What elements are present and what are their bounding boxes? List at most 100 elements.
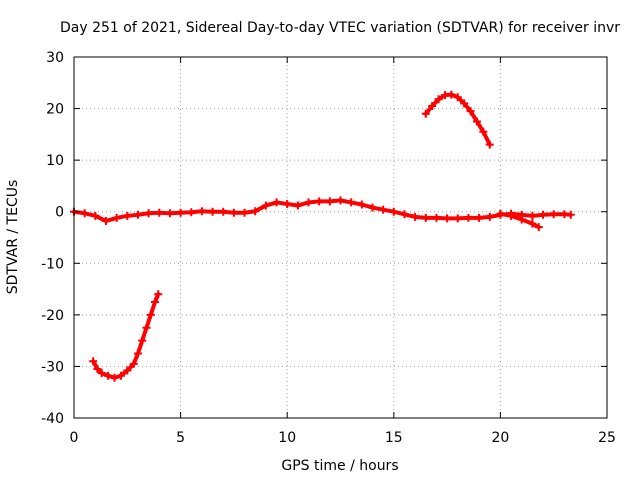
data-point: [347, 198, 356, 207]
data-point: [475, 213, 484, 222]
data-point: [443, 214, 452, 223]
series-line: [423, 92, 492, 147]
y-tick-label: 20: [46, 102, 64, 118]
data-point: [428, 101, 437, 110]
axis-ticks: 0 5 10 15 20 25 -40 -30 -20 -10 0 10 20 30: [41, 50, 616, 446]
data-point: [123, 211, 132, 220]
data-point: [447, 90, 456, 99]
data-point: [507, 211, 516, 220]
data-point: [293, 201, 302, 210]
data-point: [155, 208, 164, 217]
series-early-arc: [89, 290, 163, 382]
data-point: [101, 216, 110, 225]
data-point: [566, 210, 575, 219]
data-point: [208, 207, 217, 216]
y-tick-label: -10: [41, 256, 64, 272]
x-tick-label: 20: [491, 430, 509, 446]
data-point: [93, 365, 102, 374]
data-point: [411, 212, 420, 221]
data-point: [240, 208, 249, 217]
data-point: [116, 371, 125, 380]
data-point: [472, 117, 481, 126]
data-point: [146, 310, 155, 319]
data-point: [251, 207, 260, 216]
data-series: [70, 90, 575, 382]
series-late-arc: [421, 90, 494, 149]
data-point: [176, 208, 185, 217]
y-tick-label: -40: [41, 411, 64, 427]
y-tick-label: 30: [46, 50, 64, 66]
data-point: [187, 208, 196, 217]
data-point: [97, 369, 106, 378]
data-point: [389, 207, 398, 216]
y-tick-label: 0: [55, 205, 64, 221]
data-point: [460, 99, 469, 108]
data-point: [110, 373, 119, 382]
data-point: [336, 196, 345, 205]
data-point: [123, 366, 132, 375]
data-point: [379, 205, 388, 214]
x-tick-label: 10: [278, 430, 296, 446]
data-point: [549, 210, 558, 219]
data-point: [539, 210, 548, 219]
data-point: [133, 210, 142, 219]
y-tick-label: -20: [41, 308, 64, 324]
data-point: [272, 198, 281, 207]
data-point: [368, 203, 377, 212]
data-point: [91, 211, 100, 220]
data-point: [453, 214, 462, 223]
data-point: [283, 199, 292, 208]
data-point: [464, 213, 473, 222]
data-point: [219, 207, 228, 216]
series-main-band: [70, 196, 575, 225]
data-point: [315, 197, 324, 206]
data-point: [528, 211, 537, 220]
y-tick-label: -30: [41, 359, 64, 375]
data-point: [357, 200, 366, 209]
plot-frame: [73, 56, 608, 419]
x-axis-label: GPS time / hours: [281, 458, 398, 474]
y-tick-label: 10: [46, 153, 64, 169]
data-point: [112, 213, 121, 222]
x-tick-label: 25: [598, 430, 616, 446]
data-point: [129, 359, 138, 368]
data-point: [453, 93, 462, 102]
grid-lines: [74, 57, 607, 418]
y-axis-label: SDTVAR / TECUs: [5, 180, 21, 295]
data-point: [142, 323, 151, 332]
data-point: [528, 219, 537, 228]
data-point: [197, 207, 206, 216]
data-point: [261, 201, 270, 210]
data-point: [400, 210, 409, 219]
data-point: [154, 290, 163, 299]
data-point: [466, 107, 475, 116]
data-point: [89, 357, 98, 366]
x-tick-label: 0: [70, 430, 79, 446]
series-late-branch: [496, 209, 543, 232]
data-point: [80, 209, 89, 218]
data-point: [534, 223, 543, 232]
data-point: [165, 209, 174, 218]
data-point: [104, 371, 113, 380]
data-point: [496, 209, 505, 218]
data-point: [421, 213, 430, 222]
data-point: [133, 349, 142, 358]
data-point: [485, 212, 494, 221]
data-point: [304, 198, 313, 207]
data-point: [421, 109, 430, 118]
data-point: [325, 197, 334, 206]
chart-title: Day 251 of 2021, Sidereal Day-to-day VTE…: [60, 20, 620, 36]
data-point: [432, 213, 441, 222]
data-point: [485, 140, 494, 149]
data-point: [229, 208, 238, 217]
x-tick-label: 15: [385, 430, 403, 446]
data-point: [479, 127, 488, 136]
data-point: [434, 95, 443, 104]
data-point: [151, 297, 160, 306]
data-point: [144, 209, 153, 218]
x-tick-label: 5: [176, 430, 185, 446]
series-line: [91, 292, 161, 380]
data-point: [138, 336, 147, 345]
data-point: [517, 215, 526, 224]
